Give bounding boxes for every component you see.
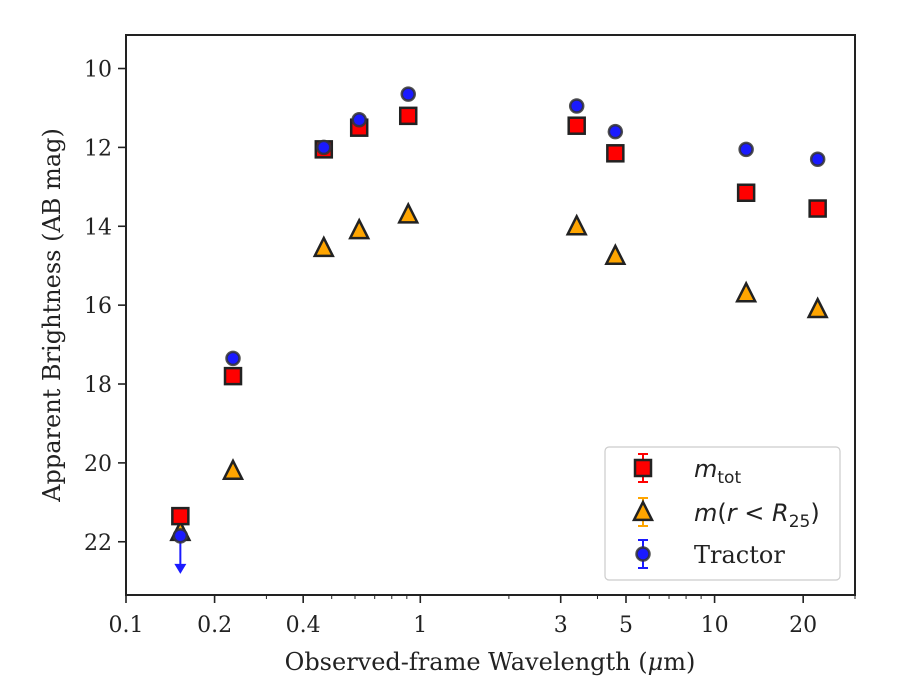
x-tick-label: 0.4 [286, 613, 321, 638]
y-tick-label: 22 [84, 531, 112, 556]
data-point-triangle [604, 243, 627, 266]
data-point-circle [607, 123, 624, 140]
x-tick-label: 3 [554, 613, 568, 638]
triangle-marker [604, 243, 627, 266]
y-tick-label: 12 [84, 136, 112, 161]
triangle-marker [312, 235, 335, 258]
data-point-triangle [735, 280, 758, 303]
data-point-triangle [806, 296, 829, 319]
legend-label: mtot [694, 455, 741, 488]
y-tick-label: 20 [84, 452, 112, 477]
data-point-square [567, 116, 586, 135]
legend-circle-marker [635, 546, 651, 562]
circle-marker [738, 141, 754, 158]
data-point-circle [225, 350, 241, 367]
legend-entry: m(r < R25) [631, 497, 820, 532]
data-point-square [736, 183, 756, 202]
x-axis-label: Observed-frame Wavelength (μm) [285, 648, 696, 676]
circle-marker [172, 528, 189, 544]
x-tick-label: 1 [413, 613, 427, 638]
legend-square-marker [633, 458, 653, 478]
square-marker [567, 116, 586, 135]
x-tick-label: 5 [619, 613, 633, 638]
square-marker [606, 144, 625, 163]
data-point-triangle [348, 217, 371, 240]
square-marker [223, 366, 243, 386]
data-point-square [223, 366, 243, 386]
data-point-circle [400, 86, 416, 102]
upper-limit-arrow [174, 563, 187, 574]
data-point-circle [738, 141, 754, 158]
legend-label: m(r < R25) [694, 499, 820, 532]
triangle-marker [565, 213, 588, 236]
data-point-circle [568, 98, 585, 114]
square-marker [808, 199, 827, 218]
legend-label: Tractor [694, 541, 785, 569]
y-tick-label: 16 [84, 294, 112, 319]
triangle-marker [221, 458, 245, 480]
data-point-triangle [312, 235, 335, 258]
data-point-triangle [565, 213, 588, 236]
data-point-triangle [397, 201, 420, 224]
y-tick-label: 18 [84, 373, 112, 398]
legend-triangle-marker [631, 499, 655, 522]
square-marker [398, 106, 418, 126]
x-tick-label: 0.2 [197, 613, 232, 638]
data-point-square [171, 506, 190, 526]
x-tick-label: 10 [701, 613, 729, 638]
y-tick-label: 10 [84, 58, 112, 83]
data-point-triangle [221, 458, 245, 480]
x-tick-label: 0.1 [109, 613, 144, 638]
legend-box [604, 446, 841, 581]
circle-marker [607, 123, 624, 140]
y-axis-label: Apparent Brightness (AB mag) [38, 128, 66, 503]
y-tick-label: 14 [84, 215, 112, 240]
x-tick-label: 20 [789, 613, 817, 638]
triangle-marker [735, 280, 758, 303]
data-point-square [606, 144, 625, 163]
legend-entry: mtot [633, 453, 741, 488]
data-point-circle [809, 151, 826, 167]
square-marker [736, 183, 756, 202]
legend-entry: Tractor [635, 539, 785, 569]
plot-frame [125, 34, 856, 596]
circle-marker [225, 350, 241, 367]
circle-marker [351, 112, 367, 128]
circle-marker [568, 98, 585, 114]
data-point-square [808, 199, 827, 218]
triangle-marker [348, 217, 371, 240]
circle-marker [400, 86, 416, 102]
legend: mtot m(r < R25) Tractor [604, 446, 841, 581]
circle-marker [809, 151, 826, 167]
triangle-marker [397, 201, 420, 224]
data-point-circle [172, 528, 189, 574]
circle-marker [316, 139, 332, 156]
data-point-circle [316, 139, 332, 156]
data-point-square [398, 106, 418, 126]
triangle-marker [806, 296, 829, 319]
square-marker [171, 506, 190, 526]
data-point-circle [351, 112, 367, 128]
